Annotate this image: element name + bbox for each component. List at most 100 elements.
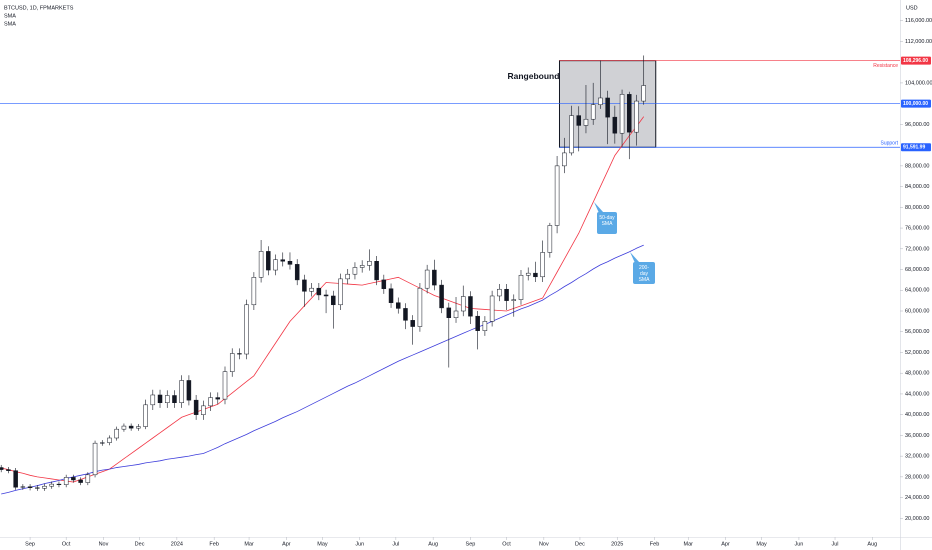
candle-body xyxy=(78,479,83,483)
y-tick-label: 64,000.00 xyxy=(905,288,929,294)
candle-body xyxy=(627,94,632,133)
y-tick-label: 80,000.00 xyxy=(905,205,929,211)
level-price-tag xyxy=(901,99,931,108)
candle-body xyxy=(641,85,646,102)
candle-body xyxy=(562,152,567,167)
candle-body xyxy=(273,259,278,271)
x-tick-label: Aug xyxy=(428,541,438,547)
candle-body xyxy=(302,279,307,292)
candle-body xyxy=(294,264,300,281)
candle-body xyxy=(6,469,11,471)
candle-body xyxy=(525,272,531,276)
callout-pointer xyxy=(594,202,604,213)
candle-body xyxy=(42,485,47,489)
candle-body xyxy=(468,296,473,317)
sma-line xyxy=(1,244,644,495)
candle-body xyxy=(164,395,170,404)
candle-body xyxy=(338,278,343,306)
legend-entry: SMA xyxy=(4,13,16,19)
candle-body xyxy=(49,483,54,487)
level-price-label: 91,591.99 xyxy=(903,145,925,151)
y-tick-label: 116,000.00 xyxy=(905,18,932,24)
candle-body xyxy=(460,296,466,312)
x-tick-label: Jun xyxy=(794,541,803,547)
candle-body xyxy=(13,470,18,488)
candle-body xyxy=(367,260,372,266)
candle-body xyxy=(396,302,401,309)
candle-body xyxy=(475,315,480,331)
legend-entry: SMA xyxy=(4,21,16,27)
chart-title: BTCUSD, 1D, FPMARKETS xyxy=(4,5,74,11)
candle-body xyxy=(136,426,141,429)
x-tick-label: Feb xyxy=(650,541,659,547)
candle-body xyxy=(193,399,199,415)
candle-body xyxy=(150,394,156,406)
level-price-label: 100,000.00 xyxy=(903,101,928,107)
candle-body xyxy=(35,487,40,489)
candle-body xyxy=(511,299,517,301)
candle-body xyxy=(222,371,228,400)
level-name: Support xyxy=(880,141,898,147)
candle-body xyxy=(27,486,33,489)
x-tick-label: Dec xyxy=(135,541,145,547)
candle-body xyxy=(598,97,603,105)
level-name: Resistance xyxy=(873,63,898,69)
x-tick-label: Aug xyxy=(867,541,877,547)
candle-body xyxy=(114,428,119,439)
candle-body xyxy=(576,115,581,126)
x-tick-label: 2024 xyxy=(171,541,183,547)
candle-body xyxy=(359,265,365,268)
candle-body xyxy=(309,287,314,292)
x-tick-label: Oct xyxy=(502,541,511,547)
x-tick-label: Mar xyxy=(683,541,693,547)
candle-body xyxy=(128,425,134,429)
y-tick-label: 96,000.00 xyxy=(905,122,929,128)
candle-body xyxy=(280,259,286,262)
y-tick-label: 44,000.00 xyxy=(905,391,929,397)
level-price-tag xyxy=(901,143,931,152)
candle-body xyxy=(352,267,358,275)
candle-body xyxy=(345,273,350,280)
y-tick-label: 20,000.00 xyxy=(905,516,929,522)
y-tick-label: 88,000.00 xyxy=(905,163,929,169)
candle-body xyxy=(56,483,62,485)
level-price-label: 108,296.00 xyxy=(903,58,928,64)
candle-body xyxy=(229,353,235,372)
candle-body xyxy=(208,397,213,407)
candle-body xyxy=(179,380,184,404)
candle-body xyxy=(533,272,538,278)
candle-body xyxy=(237,353,242,355)
candle-body xyxy=(85,474,91,483)
y-tick-label: 72,000.00 xyxy=(905,246,929,252)
x-tick-label: Jun xyxy=(355,541,364,547)
x-tick-label: Mar xyxy=(244,541,254,547)
candle-body xyxy=(432,269,437,286)
candle-body xyxy=(403,308,408,321)
candle-body xyxy=(497,288,502,297)
y-tick-label: 48,000.00 xyxy=(905,371,929,377)
candle-body xyxy=(388,288,394,303)
y-tick-label: 68,000.00 xyxy=(905,267,929,273)
x-tick-label: Sep xyxy=(25,541,35,547)
x-tick-label: Nov xyxy=(539,541,549,547)
candle-body xyxy=(518,274,524,300)
candle-body xyxy=(0,467,4,470)
x-tick-label: Nov xyxy=(99,541,109,547)
y-tick-label: 60,000.00 xyxy=(905,308,929,314)
candle-body xyxy=(489,295,495,322)
candle-body xyxy=(569,115,574,154)
candle-body xyxy=(424,269,430,289)
callout: 200-day SMA xyxy=(633,262,655,284)
candle-body xyxy=(323,294,329,297)
candle-body xyxy=(547,225,553,253)
candle-body xyxy=(634,100,639,133)
y-tick-label: 24,000.00 xyxy=(905,495,929,501)
candle-body xyxy=(381,279,387,289)
x-tick-label: Jul xyxy=(832,541,839,547)
y-tick-label: 56,000.00 xyxy=(905,329,929,335)
x-tick-label: Dec xyxy=(575,541,585,547)
candle-body xyxy=(92,442,98,476)
candle-body xyxy=(554,165,560,226)
